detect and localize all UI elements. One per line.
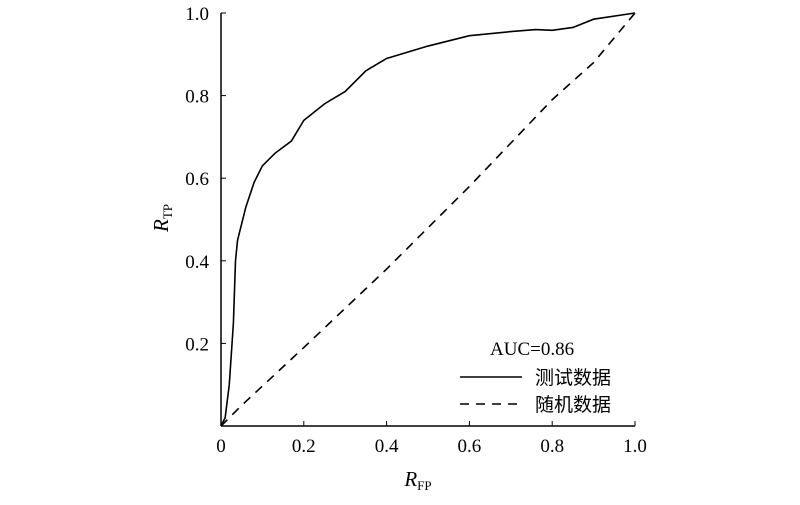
y-axis-label: RTP [149, 204, 175, 233]
y-tick-label: 0.2 [185, 334, 209, 355]
x-axis-label-main: R [403, 467, 417, 491]
x-tick-label: 0.8 [540, 436, 564, 457]
y-tick-label: 0.6 [185, 169, 209, 190]
x-tick-label: 0 [216, 436, 226, 457]
y-tick-label: 0.8 [185, 87, 209, 108]
legend-label: 测试数据 [535, 367, 611, 389]
x-axis-label: RFP [403, 467, 431, 493]
series-line [220, 12, 636, 427]
x-tick-label: 0.4 [375, 436, 399, 457]
x-tick-label: 0.2 [292, 436, 316, 457]
annotation: AUC=0.86 [490, 339, 574, 360]
series-line [220, 12, 636, 427]
y-tick-label: 1.0 [185, 4, 209, 25]
x-tick-label: 0.6 [458, 436, 482, 457]
y-axis-label-main: R [149, 219, 173, 233]
x-tick-label: 1.0 [623, 436, 647, 457]
y-tick-label: 0.4 [185, 252, 209, 273]
y-axis-label-sub: TP [160, 204, 175, 219]
x-axis-label-sub: FP [417, 478, 431, 493]
legend-label: 随机数据 [535, 394, 611, 416]
